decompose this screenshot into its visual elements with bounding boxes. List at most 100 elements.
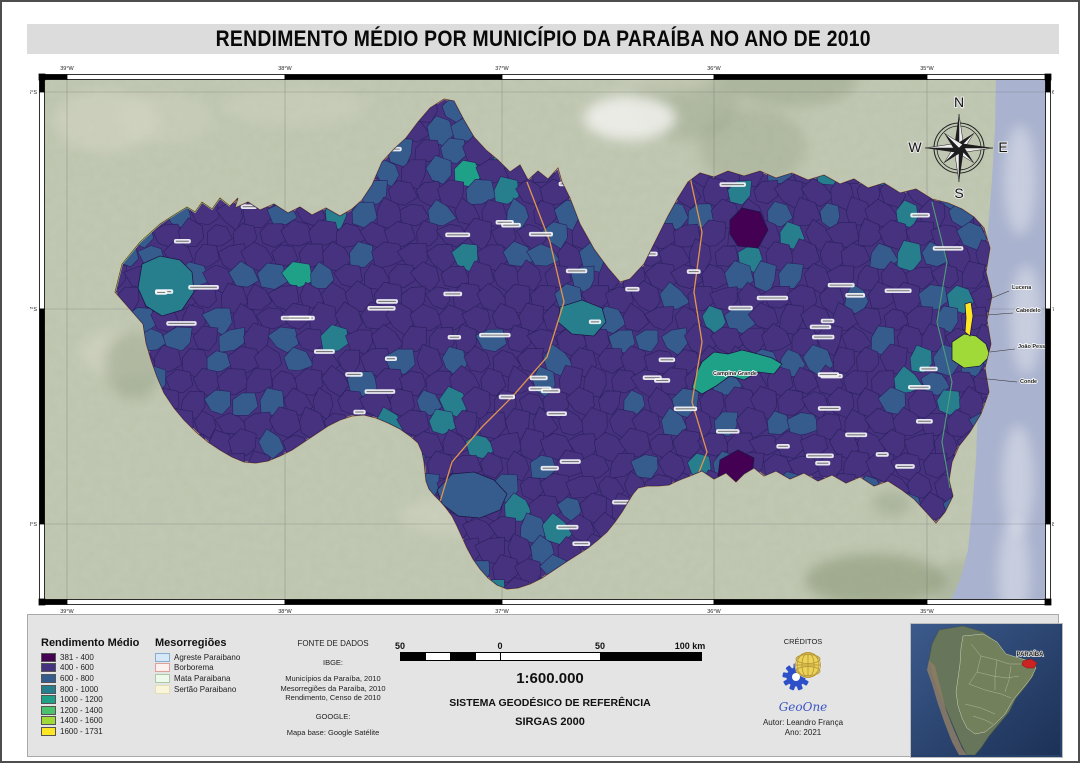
legend-class-swatch bbox=[41, 695, 56, 705]
legend-class-row: 1200 - 1400 bbox=[41, 705, 139, 716]
reference-system-title: SISTEMA GEODÉSICO DE REFERÊNCIA bbox=[449, 697, 651, 709]
lon-label-top: 37°W bbox=[495, 66, 509, 72]
tiny-label-mark bbox=[188, 284, 219, 290]
tiny-label-mark bbox=[479, 332, 511, 338]
inset-locator-map: PARAÍBA bbox=[910, 623, 1063, 758]
municipality bbox=[701, 263, 731, 290]
municipality bbox=[800, 177, 835, 208]
source-item: Rendimento, Censo de 2010 bbox=[285, 693, 381, 702]
municipality bbox=[320, 324, 350, 354]
legend-class-swatch bbox=[41, 652, 56, 662]
place-label-cabedelo: Cabedelo bbox=[973, 307, 1042, 317]
municipality bbox=[714, 245, 739, 267]
legend-class-label: 1000 - 1200 bbox=[60, 695, 103, 705]
lon-label-bottom: 38°W bbox=[278, 609, 292, 615]
tiny-label-mark bbox=[895, 464, 915, 469]
tiny-label-mark bbox=[658, 357, 676, 363]
municipality bbox=[905, 266, 934, 290]
mesoregion-swatch bbox=[155, 673, 170, 683]
municipality bbox=[748, 434, 781, 456]
source-group-name: IBGE: bbox=[322, 657, 343, 667]
tiny-label-mark bbox=[364, 389, 396, 394]
municipality bbox=[516, 259, 542, 291]
compass-letter: N bbox=[954, 94, 964, 110]
mesoregion-row: Mata Paraibana bbox=[155, 673, 240, 684]
legend-rows: 381 - 400 400 - 600 600 - 800 800 - 1000 100… bbox=[41, 652, 139, 737]
municipality bbox=[659, 281, 691, 310]
lat-label-left: 6°S bbox=[30, 90, 37, 96]
municipality bbox=[246, 283, 273, 311]
municipality bbox=[259, 223, 289, 248]
tiny-label-mark bbox=[540, 388, 561, 394]
tiny-label-mark bbox=[166, 321, 197, 326]
municipality-class1-ne bbox=[729, 207, 769, 249]
municipality bbox=[253, 345, 283, 373]
compass-letter: S bbox=[954, 185, 963, 201]
tiny-label-mark bbox=[654, 378, 671, 383]
mesoregion-boundary-borborema-agreste bbox=[689, 176, 708, 473]
tiny-label-mark bbox=[776, 444, 790, 449]
mesoregion-swatch bbox=[155, 663, 170, 673]
municipality bbox=[294, 368, 324, 396]
municipality-cajazeiras bbox=[137, 255, 195, 317]
tiny-label-mark bbox=[367, 305, 396, 311]
municipality bbox=[832, 346, 855, 375]
tiny-label-mark bbox=[501, 222, 521, 228]
municipality bbox=[154, 344, 183, 374]
mesoregion-swatch bbox=[155, 652, 170, 662]
data-sources-block: FONTE DE DADOS IBGE: Municípios da Paraíb… bbox=[243, 639, 423, 738]
municipality bbox=[883, 308, 910, 331]
tiny-label-mark bbox=[280, 315, 312, 321]
municipality bbox=[491, 302, 523, 331]
scale-tick-label: 0 bbox=[497, 641, 503, 651]
legend-class-row: 1000 - 1200 bbox=[41, 694, 139, 705]
municipality bbox=[778, 262, 804, 289]
lon-label-top: 36°W bbox=[707, 66, 721, 72]
svg-text:Lucena: Lucena bbox=[1012, 285, 1032, 291]
scale-tick-label: 100 km bbox=[674, 641, 706, 651]
tiny-label-mark bbox=[908, 384, 931, 390]
municipality-monteiro bbox=[436, 471, 508, 519]
tiny-label-mark bbox=[915, 418, 933, 424]
municipality bbox=[643, 306, 674, 331]
municipality-campina-grande bbox=[691, 349, 783, 395]
mesoregions-block: Mesorregiões Agreste Paraibano Borborema M… bbox=[155, 637, 240, 694]
municipality bbox=[906, 471, 933, 499]
municipality bbox=[349, 241, 374, 269]
inset-andes bbox=[927, 660, 967, 755]
municipality bbox=[597, 348, 626, 374]
map-canvas: Lucena Cabedelo João Pessoa Conde Campina Gr… bbox=[28, 66, 1061, 615]
legend-class-label: 381 - 400 bbox=[60, 652, 94, 662]
scale-bar-segment bbox=[601, 653, 701, 660]
reference-system-name: SIRGAS 2000 bbox=[515, 716, 585, 728]
lat-label-right: 6°S bbox=[1052, 90, 1054, 96]
scale-bar-segment bbox=[401, 653, 426, 660]
municipality bbox=[792, 366, 819, 395]
municipality bbox=[673, 223, 701, 248]
municipality bbox=[283, 346, 315, 372]
municipality bbox=[192, 243, 220, 270]
municipality bbox=[507, 365, 536, 394]
municipality bbox=[841, 326, 873, 353]
municipality bbox=[892, 406, 926, 437]
municipality bbox=[416, 220, 439, 247]
tiny-label-mark bbox=[313, 349, 335, 354]
place-label-campina-grande: Campina Grande bbox=[712, 370, 758, 378]
municipality bbox=[761, 323, 792, 352]
legend-class-row: 1400 - 1600 bbox=[41, 716, 139, 727]
municipality bbox=[753, 180, 778, 205]
source-group: GOOGLE: Mapa base: Google Satélite bbox=[243, 712, 423, 738]
svg-text:Campina Grande: Campina Grande bbox=[713, 371, 757, 377]
tiny-label-mark bbox=[173, 238, 191, 244]
tiny-label-mark bbox=[719, 182, 746, 187]
tiny-label-mark bbox=[353, 409, 366, 415]
municipality bbox=[631, 408, 661, 435]
legend-class-row: 800 - 1000 bbox=[41, 684, 139, 695]
mesoregion-label: Mata Paraibana bbox=[174, 673, 231, 683]
lon-label-top: 38°W bbox=[278, 66, 292, 72]
place-label-conde: Conde bbox=[977, 377, 1038, 386]
municipality bbox=[697, 432, 730, 457]
municipality bbox=[192, 325, 219, 352]
municipality bbox=[515, 178, 549, 206]
legend-class-swatch bbox=[41, 705, 56, 715]
